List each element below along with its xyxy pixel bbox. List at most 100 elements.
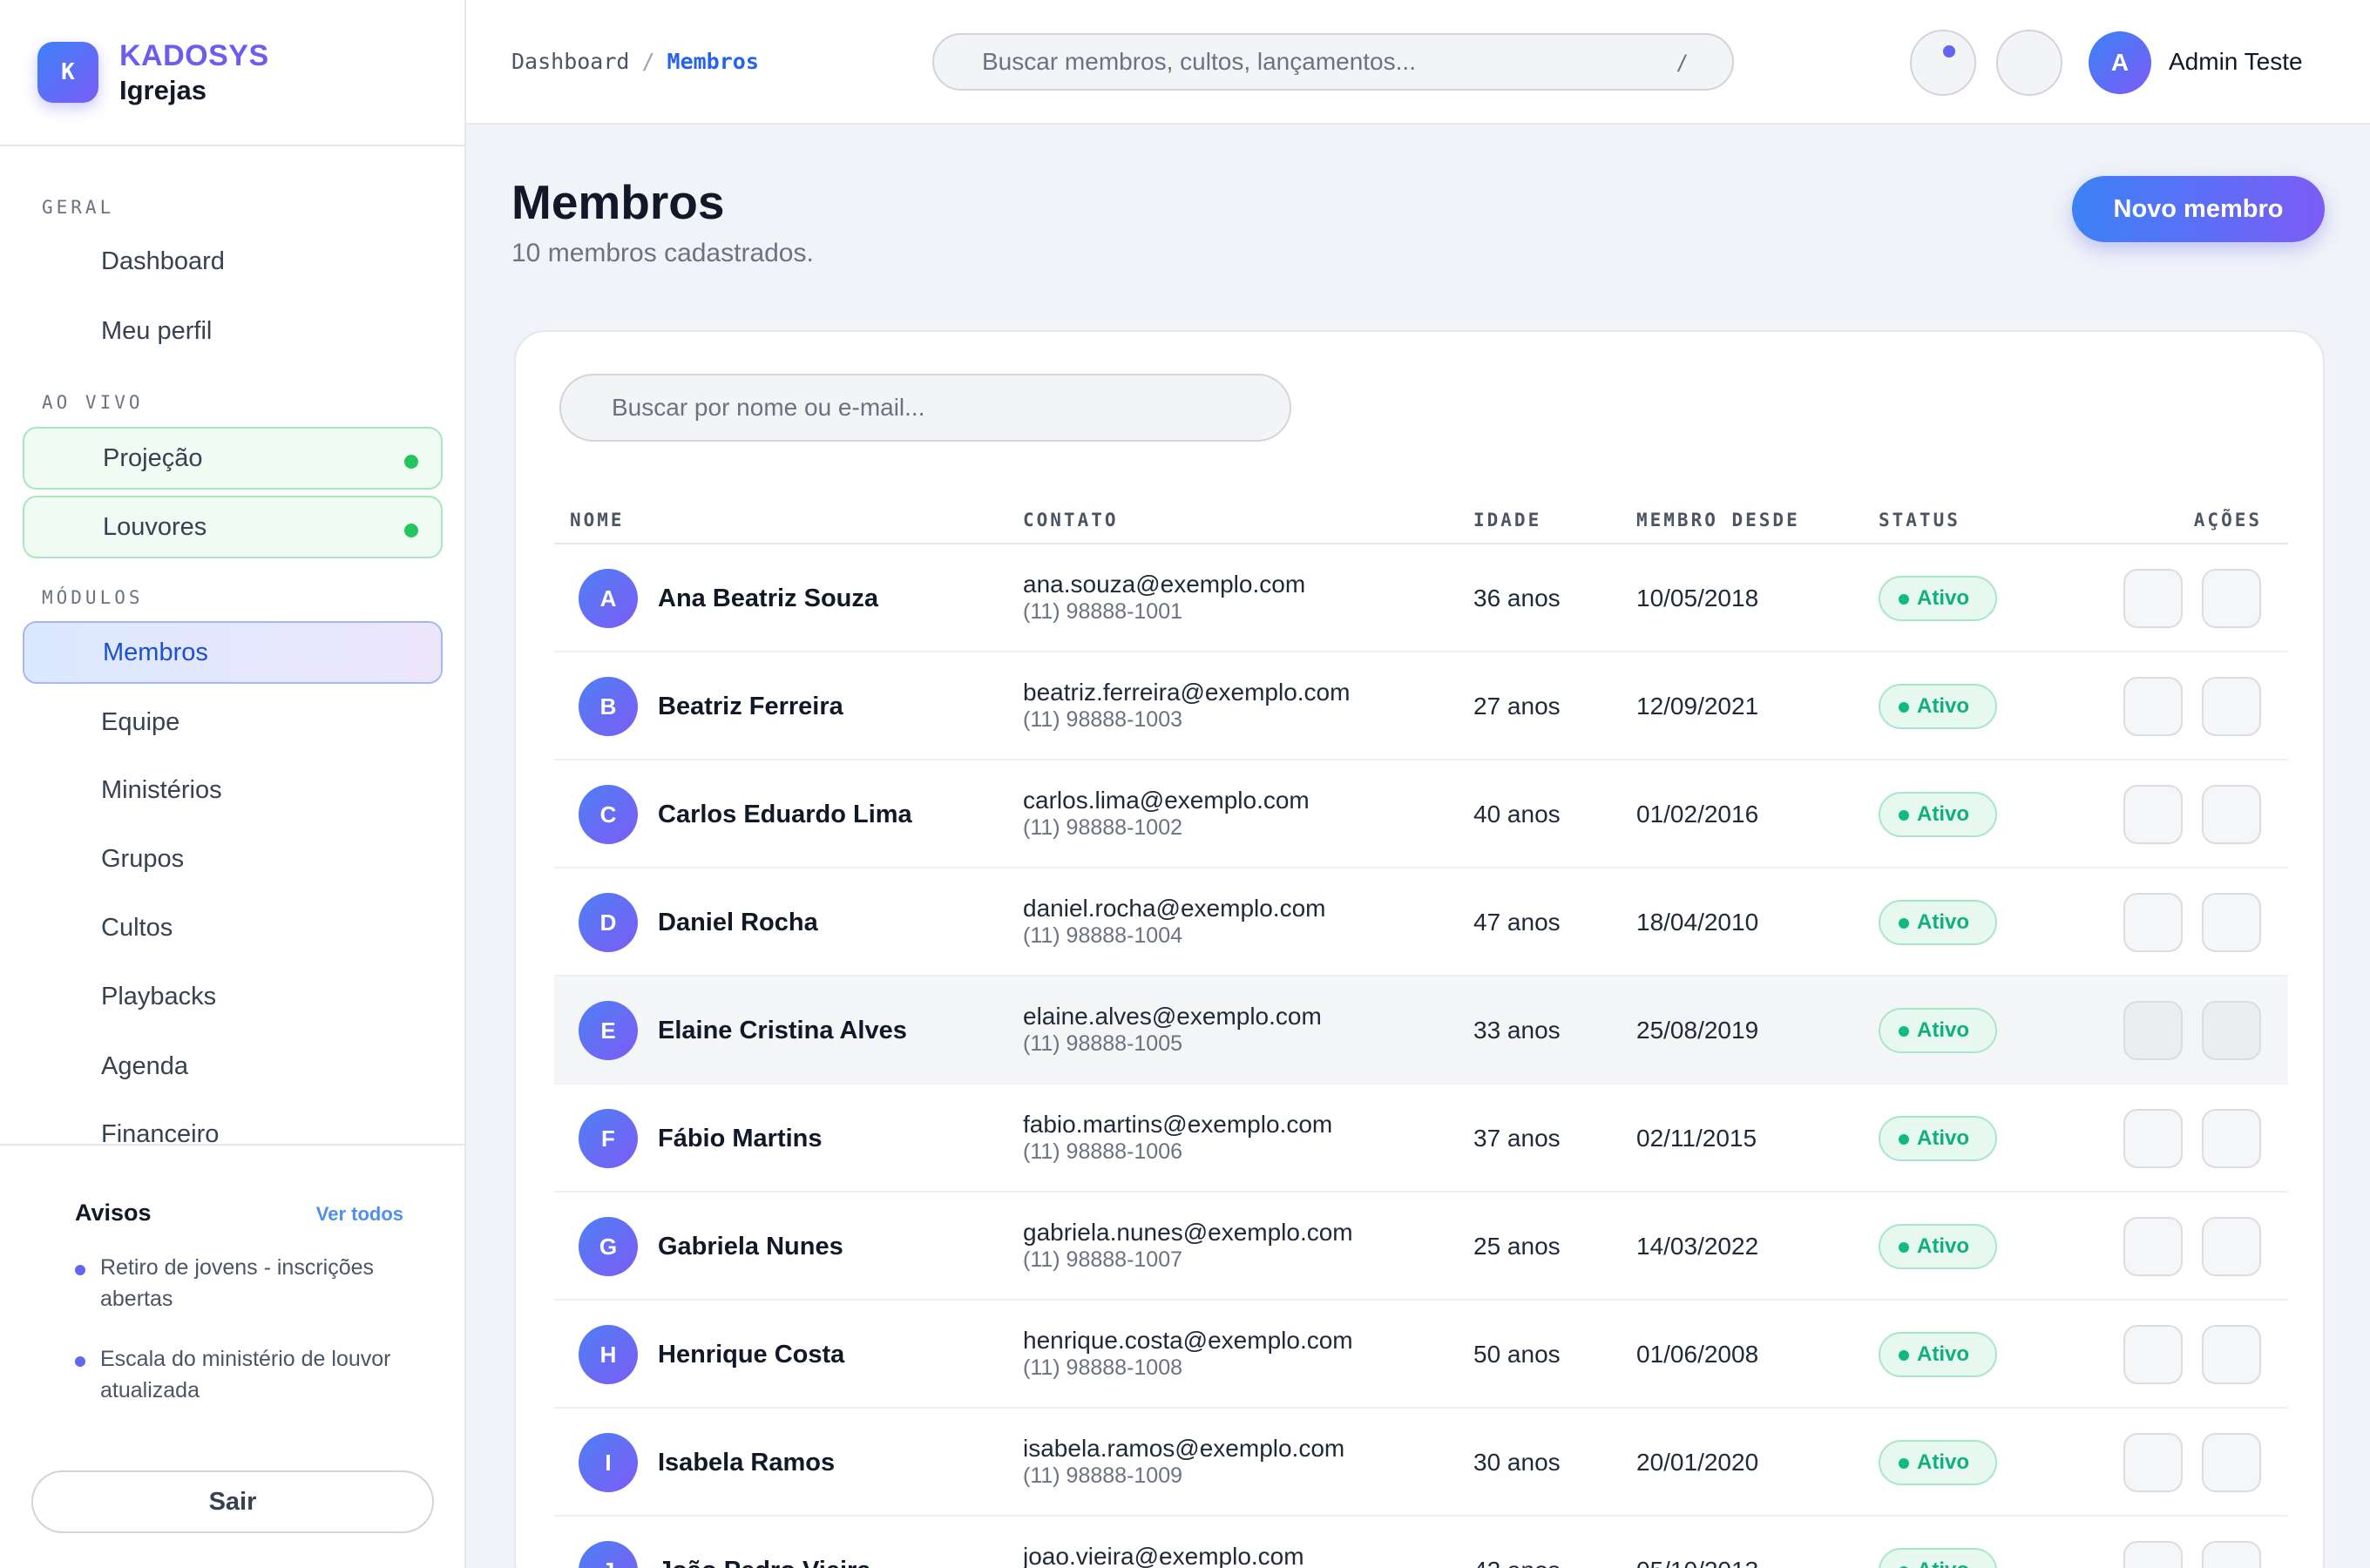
logout-button[interactable]: Sair xyxy=(31,1470,434,1533)
member-name[interactable]: Ana Beatriz Souza xyxy=(658,585,878,612)
table-row[interactable]: G Gabriela Nunes gabriela.nunes@exemplo.co… xyxy=(554,1193,2288,1301)
sidebar-item-equipe[interactable]: Equipe xyxy=(101,707,180,736)
table-row[interactable]: D Daniel Rocha daniel.rocha@exemplo.com (11… xyxy=(554,868,2288,977)
notice-text: Retiro de jovens - inscrições abertas xyxy=(100,1255,375,1311)
table-row[interactable]: H Henrique Costa henrique.costa@exemplo.co… xyxy=(554,1301,2288,1409)
notices-see-all-link[interactable]: Ver todos xyxy=(315,1203,403,1225)
member-search-input[interactable]: Buscar por nome ou e-mail... xyxy=(559,374,1291,442)
edit-member-button[interactable] xyxy=(2123,1433,2183,1492)
delete-member-button[interactable] xyxy=(2202,893,2261,952)
section-label-modulos: MÓDULOS xyxy=(42,587,144,608)
member-name[interactable]: Elaine Cristina Alves xyxy=(658,1017,907,1044)
table-row[interactable]: E Elaine Cristina Alves elaine.alves@exemp… xyxy=(554,977,2288,1085)
status-dot-icon xyxy=(1899,918,1909,929)
sidebar-item-membros[interactable]: Membros xyxy=(23,621,443,684)
delete-member-button[interactable] xyxy=(2202,677,2261,736)
edit-member-button[interactable] xyxy=(2123,1541,2183,1568)
column-header-membro-desde: MEMBRO DESDE xyxy=(1636,510,1800,531)
live-indicator-icon xyxy=(404,524,418,537)
table-row[interactable]: B Beatriz Ferreira beatriz.ferreira@exempl… xyxy=(554,652,2288,760)
brand-logo: K xyxy=(37,42,98,103)
status-dot-icon xyxy=(1899,594,1909,605)
status-badge: Ativo xyxy=(1879,1224,1997,1269)
delete-member-button[interactable] xyxy=(2202,1325,2261,1384)
member-name[interactable]: Beatriz Ferreira xyxy=(658,693,843,720)
table-row[interactable]: I Isabela Ramos isabela.ramos@exemplo.com(… xyxy=(554,1409,2288,1517)
table-row[interactable]: F Fábio Martins fabio.martins@exemplo.com(… xyxy=(554,1085,2288,1193)
sidebar-item-grupos[interactable]: Grupos xyxy=(101,844,185,873)
user-name[interactable]: Admin Teste xyxy=(2169,48,2303,75)
edit-member-button[interactable] xyxy=(2123,677,2183,736)
edit-member-button[interactable] xyxy=(2123,1217,2183,1276)
status-label: Ativo xyxy=(1917,1558,1969,1568)
sidebar-item-ministerios[interactable]: Ministérios xyxy=(101,775,222,804)
edit-member-button[interactable] xyxy=(2123,785,2183,844)
breadcrumb: Dashboard / Membros xyxy=(511,49,759,74)
member-since: 12/09/2021 xyxy=(1636,693,1759,720)
sidebar-item-louvores[interactable]: Louvores xyxy=(23,496,443,558)
member-avatar: A xyxy=(579,569,638,628)
delete-member-button[interactable] xyxy=(2202,785,2261,844)
member-avatar: J xyxy=(579,1541,638,1568)
breadcrumb-dashboard[interactable]: Dashboard xyxy=(511,49,630,74)
member-name[interactable]: Daniel Rocha xyxy=(658,909,818,936)
sidebar-item-cultos[interactable]: Cultos xyxy=(101,913,173,942)
member-phone: (11) 98888-1001 xyxy=(1023,599,1183,624)
notifications-button[interactable] xyxy=(1910,30,1976,96)
member-name[interactable]: Isabela Ramos xyxy=(658,1449,836,1477)
delete-member-button[interactable] xyxy=(2202,1001,2261,1060)
member-phone: (11) 98888-1009 xyxy=(1023,1463,1183,1488)
table-row[interactable]: C Carlos Eduardo Lima carlos.lima@exemplo.… xyxy=(554,760,2288,868)
member-email: beatriz.ferreira@exemplo.com xyxy=(1023,679,1351,706)
delete-member-button[interactable] xyxy=(2202,569,2261,628)
edit-member-button[interactable] xyxy=(2123,893,2183,952)
member-name[interactable]: Carlos Eduardo Lima xyxy=(658,801,912,828)
status-badge: Ativo xyxy=(1879,576,1997,621)
delete-member-button[interactable] xyxy=(2202,1433,2261,1492)
status-label: Ativo xyxy=(1917,910,1969,934)
edit-member-button[interactable] xyxy=(2123,1325,2183,1384)
sidebar-item-label: Projeção xyxy=(103,443,203,472)
member-name[interactable]: Fábio Martins xyxy=(658,1125,823,1152)
status-dot-icon xyxy=(1899,1026,1909,1037)
notice-item[interactable]: Escala do ministério de louvor atualizad… xyxy=(75,1343,406,1406)
sidebar-item-financeiro[interactable]: Financeiro xyxy=(101,1119,220,1145)
breadcrumb-separator: / xyxy=(641,49,655,74)
member-age: 40 anos xyxy=(1473,801,1561,828)
section-label-ao-vivo: AO VIVO xyxy=(42,392,144,413)
table-row[interactable]: J João Pedro Vieira joao.vieira@exemplo.co… xyxy=(554,1517,2288,1568)
delete-member-button[interactable] xyxy=(2202,1109,2261,1168)
delete-member-button[interactable] xyxy=(2202,1541,2261,1568)
table-row[interactable]: A Ana Beatriz Souza ana.souza@exemplo.com(… xyxy=(554,544,2288,652)
edit-member-button[interactable] xyxy=(2123,1109,2183,1168)
notice-item[interactable]: Retiro de jovens - inscrições abertas xyxy=(75,1252,406,1315)
sidebar-item-agenda[interactable]: Agenda xyxy=(101,1051,188,1080)
edit-member-button[interactable] xyxy=(2123,1001,2183,1060)
member-name[interactable]: Gabriela Nunes xyxy=(658,1233,843,1260)
brand-text: KADOSYS Igrejas xyxy=(119,39,269,106)
sidebar-item-dashboard[interactable]: Dashboard xyxy=(101,247,225,275)
new-member-button[interactable]: Novo membro xyxy=(2072,176,2325,242)
theme-toggle-button[interactable] xyxy=(1996,30,2062,96)
member-email: henrique.costa@exemplo.com xyxy=(1023,1327,1353,1354)
sidebar-item-meu-perfil[interactable]: Meu perfil xyxy=(101,316,213,345)
status-badge: Ativo xyxy=(1879,1332,1997,1377)
status-label: Ativo xyxy=(1917,694,1969,718)
member-email: joao.vieira@exemplo.com xyxy=(1023,1543,1304,1568)
member-since: 01/06/2008 xyxy=(1636,1341,1759,1368)
delete-member-button[interactable] xyxy=(2202,1217,2261,1276)
member-email: gabriela.nunes@exemplo.com xyxy=(1023,1219,1353,1246)
member-since: 10/05/2018 xyxy=(1636,585,1759,612)
member-age: 47 anos xyxy=(1473,909,1561,936)
member-since: 05/10/2013 xyxy=(1636,1557,1758,1568)
status-label: Ativo xyxy=(1917,1126,1969,1150)
sidebar-item-playbacks[interactable]: Playbacks xyxy=(101,982,217,1010)
edit-member-button[interactable] xyxy=(2123,569,2183,628)
user-avatar[interactable]: A xyxy=(2089,31,2151,94)
global-search-input[interactable]: Buscar membros, cultos, lançamentos... / xyxy=(932,33,1734,91)
member-since: 25/08/2019 xyxy=(1636,1017,1759,1044)
brand[interactable]: K KADOSYS Igrejas xyxy=(0,0,464,146)
member-name[interactable]: Henrique Costa xyxy=(658,1341,845,1369)
sidebar-item-projecao[interactable]: Projeção xyxy=(23,427,443,490)
member-name[interactable]: João Pedro Vieira xyxy=(658,1557,870,1568)
